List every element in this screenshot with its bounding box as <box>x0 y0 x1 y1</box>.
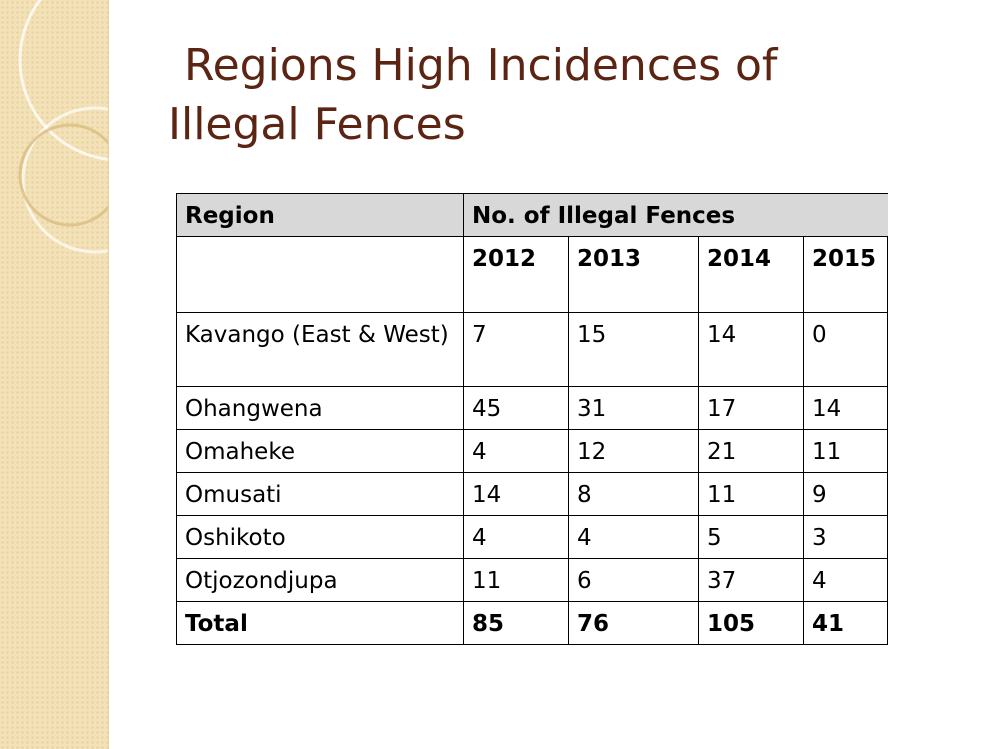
value-cell: 17 <box>698 386 804 430</box>
empty-cell <box>176 236 464 313</box>
total-row: Total 85 76 105 41 <box>176 601 888 645</box>
region-name: Ohangwena <box>176 386 464 430</box>
table-row: Omusati 14 8 11 9 <box>176 472 888 516</box>
value-cell: 37 <box>698 558 804 602</box>
value-cell: 4 <box>568 515 699 559</box>
decorative-arcs <box>18 0 108 254</box>
total-label: Total <box>176 601 464 645</box>
slide-title: Regions High Incidences of Illegal Fence… <box>168 36 968 154</box>
value-cell: 8 <box>568 472 699 516</box>
value-cell: 4 <box>463 515 569 559</box>
value-cell: 9 <box>803 472 888 516</box>
year-header: 2014 <box>698 236 804 313</box>
header-category: No. of Illegal Fences <box>463 193 888 237</box>
value-cell: 0 <box>803 312 888 387</box>
value-cell: 11 <box>698 472 804 516</box>
value-cell: 5 <box>698 515 804 559</box>
value-cell: 7 <box>463 312 569 387</box>
table-row: Oshikoto 4 4 5 3 <box>176 515 888 559</box>
region-name: Omusati <box>176 472 464 516</box>
region-name: Oshikoto <box>176 515 464 559</box>
value-cell: 3 <box>803 515 888 559</box>
year-header-text: 2015 <box>812 246 877 272</box>
value-cell: 31 <box>568 386 699 430</box>
value-cell: 11 <box>463 558 569 602</box>
value-cell: 11 <box>803 429 888 473</box>
total-value: 105 <box>698 601 804 645</box>
region-name: Kavango (East & West) <box>176 312 464 387</box>
table-row: Ohangwena 45 31 17 14 <box>176 386 888 430</box>
value-cell: 14 <box>803 386 888 430</box>
table-header-row: Region No. of Illegal Fences <box>176 193 888 237</box>
value-cell: 4 <box>463 429 569 473</box>
region-name: Omaheke <box>176 429 464 473</box>
value-cell: 6 <box>568 558 699 602</box>
value-cell: 4 <box>803 558 888 602</box>
table-row: Omaheke 4 12 21 11 <box>176 429 888 473</box>
table-row: Otjozondjupa 11 6 37 4 <box>176 558 888 602</box>
region-name: Otjozondjupa <box>176 558 464 602</box>
slide-title-line-2: Illegal Fences <box>168 99 466 150</box>
table-row: Kavango (East & West) 7 15 14 0 <box>176 312 888 387</box>
slide-title-line-1: Regions High Incidences of <box>184 40 778 91</box>
header-region: Region <box>176 193 464 237</box>
value-cell: 14 <box>698 312 804 387</box>
year-header: 2015 <box>803 236 888 313</box>
total-value: 76 <box>568 601 699 645</box>
value-cell: 12 <box>568 429 699 473</box>
year-header: 2013 <box>568 236 699 313</box>
value-cell: 14 <box>463 472 569 516</box>
value-cell: 45 <box>463 386 569 430</box>
value-cell: 21 <box>698 429 804 473</box>
total-value: 85 <box>463 601 569 645</box>
illegal-fences-table: Region No. of Illegal Fences 2012 2013 2… <box>176 193 888 645</box>
total-value: 41 <box>803 601 888 645</box>
year-header: 2012 <box>463 236 569 313</box>
decorative-side-band <box>0 0 109 749</box>
year-header-row: 2012 2013 2014 2015 <box>176 236 888 313</box>
value-cell: 15 <box>568 312 699 387</box>
